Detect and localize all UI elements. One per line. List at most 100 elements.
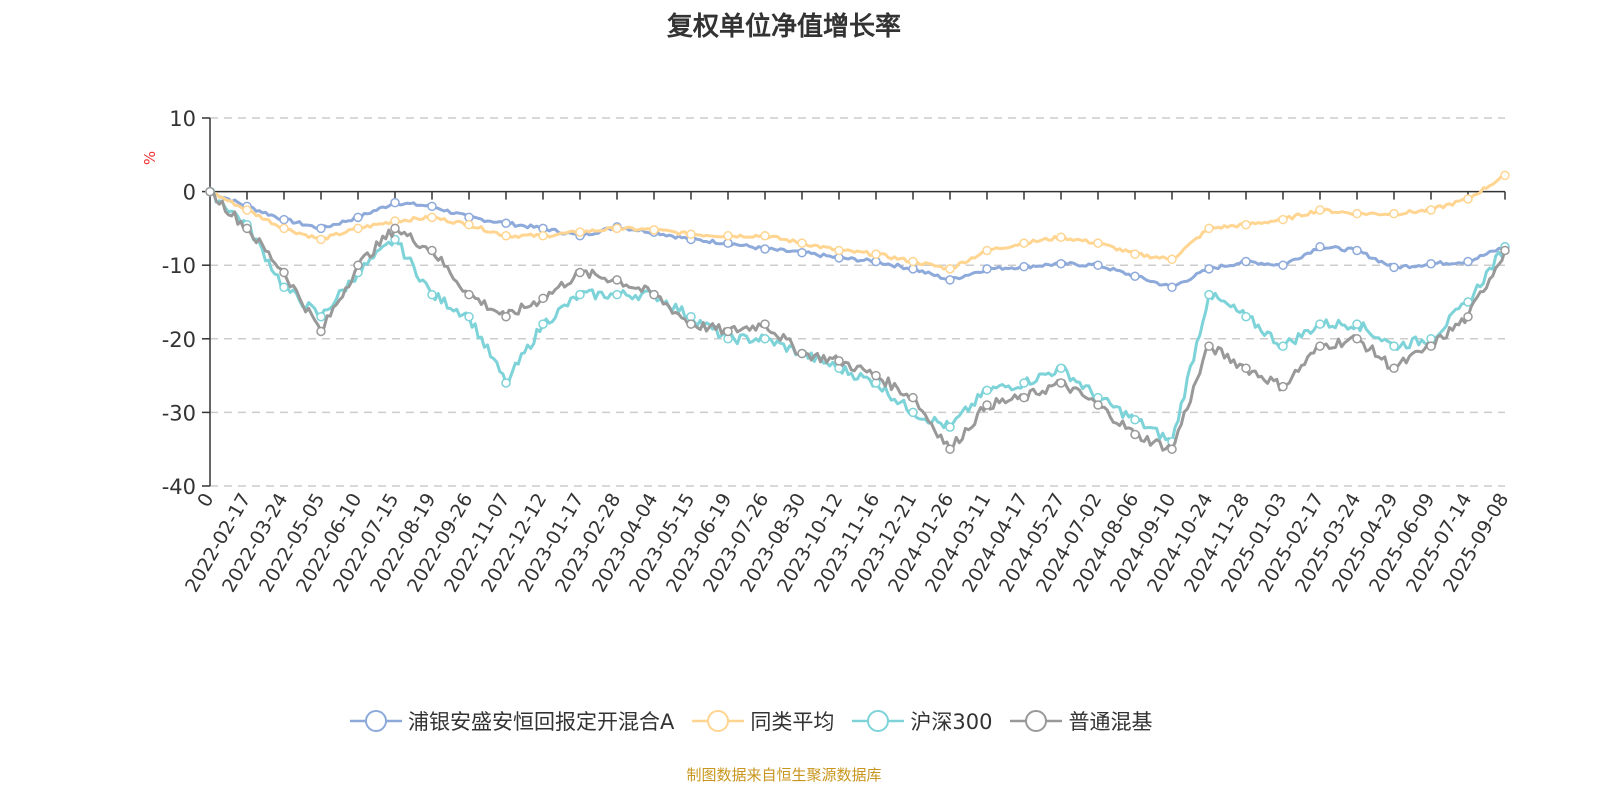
data-point <box>1204 223 1214 234</box>
data-point <box>1463 194 1473 204</box>
source-note: 制图数据来自恒生聚源数据库 <box>686 766 882 784</box>
data-point <box>538 293 548 304</box>
legend-item[interactable]: 同类平均 <box>692 706 834 736</box>
data-point <box>1500 245 1510 256</box>
data-point <box>1315 341 1325 351</box>
data-point <box>279 214 289 225</box>
data-point <box>1352 319 1362 329</box>
data-point <box>242 205 252 215</box>
data-point <box>353 260 363 270</box>
data-point <box>1389 208 1399 219</box>
y-tick-label: -40 <box>162 475 196 499</box>
data-point <box>1352 245 1362 256</box>
data-point <box>501 218 511 228</box>
data-point <box>1204 264 1214 274</box>
data-point <box>279 267 289 278</box>
legend-line-circle-icon <box>350 710 402 732</box>
data-point <box>1352 334 1362 344</box>
data-point <box>501 378 511 388</box>
data-point <box>575 227 585 237</box>
y-tick-label: 0 <box>183 181 196 205</box>
data-point <box>1241 311 1251 322</box>
data-point <box>1278 341 1288 351</box>
series-line <box>209 190 1506 289</box>
data-point <box>1278 214 1288 225</box>
data-point <box>279 223 289 234</box>
data-point <box>1093 238 1103 248</box>
data-point <box>464 289 474 300</box>
data-point <box>908 392 918 403</box>
data-point <box>427 245 437 256</box>
data-point <box>612 289 622 300</box>
data-point <box>353 212 363 223</box>
data-point <box>1426 341 1436 351</box>
data-point <box>1278 381 1288 392</box>
data-point <box>982 385 992 396</box>
y-tick-label: -10 <box>162 254 196 278</box>
data-point <box>464 219 474 230</box>
data-point <box>205 186 215 197</box>
legend-label: 浦银安盛安恒回报定开混合A <box>408 710 675 734</box>
y-tick-label: 10 <box>169 107 196 131</box>
data-point <box>1426 258 1436 269</box>
data-point <box>982 400 992 410</box>
data-point <box>834 245 844 256</box>
data-point <box>1093 400 1103 410</box>
data-point <box>760 319 770 329</box>
data-point <box>316 311 326 322</box>
data-point <box>945 444 955 454</box>
data-point <box>1426 205 1436 215</box>
legend-item[interactable]: 普通混基 <box>1010 706 1152 736</box>
legend-label: 沪深300 <box>910 710 993 734</box>
data-point <box>1019 261 1029 272</box>
data-point <box>1241 363 1251 373</box>
data-point <box>1389 341 1399 351</box>
data-point <box>427 212 437 223</box>
data-point <box>760 244 770 254</box>
data-point <box>649 225 659 235</box>
data-point <box>1352 208 1362 219</box>
data-point <box>1241 256 1251 267</box>
data-point <box>723 326 733 337</box>
data-point <box>908 256 918 267</box>
data-point <box>316 234 326 245</box>
data-point <box>1463 297 1473 307</box>
series-line <box>209 173 1506 271</box>
data-point <box>353 223 363 234</box>
legend: 浦银安盛安恒回报定开混合A 同类平均 沪深300 普通混基 <box>350 706 1152 736</box>
data-point <box>686 229 696 240</box>
data-point <box>1019 378 1029 388</box>
data-point <box>871 249 881 259</box>
y-axis-label: % <box>141 151 159 165</box>
data-point <box>1130 249 1140 259</box>
data-point <box>871 370 881 381</box>
x-tick-label: 0 <box>193 490 218 511</box>
data-point <box>1019 238 1029 248</box>
data-point <box>834 356 844 366</box>
chart-title: 复权单位净值增长率 <box>666 12 901 42</box>
legend-line-circle-icon <box>692 710 745 732</box>
data-point <box>686 319 696 329</box>
data-point <box>612 275 622 285</box>
legend-item[interactable]: 浦银安盛安恒回报定开混合A <box>350 706 674 736</box>
data-point <box>760 231 770 241</box>
data-point <box>538 319 548 329</box>
data-point <box>982 245 992 256</box>
data-point <box>1389 262 1399 273</box>
data-point <box>1056 258 1066 269</box>
data-point <box>797 238 807 248</box>
legend-label: 普通混基 <box>1068 710 1153 734</box>
legend-label: 同类平均 <box>750 710 835 734</box>
data-point <box>316 326 326 337</box>
data-point <box>242 223 252 234</box>
data-point <box>501 311 511 322</box>
legend-item[interactable]: 沪深300 <box>852 706 992 736</box>
data-point <box>1167 444 1177 454</box>
data-point <box>390 197 400 208</box>
data-point <box>1093 260 1103 270</box>
series-line <box>209 189 1507 452</box>
data-point <box>1315 242 1325 252</box>
data-point <box>427 201 437 212</box>
data-point <box>945 422 955 432</box>
